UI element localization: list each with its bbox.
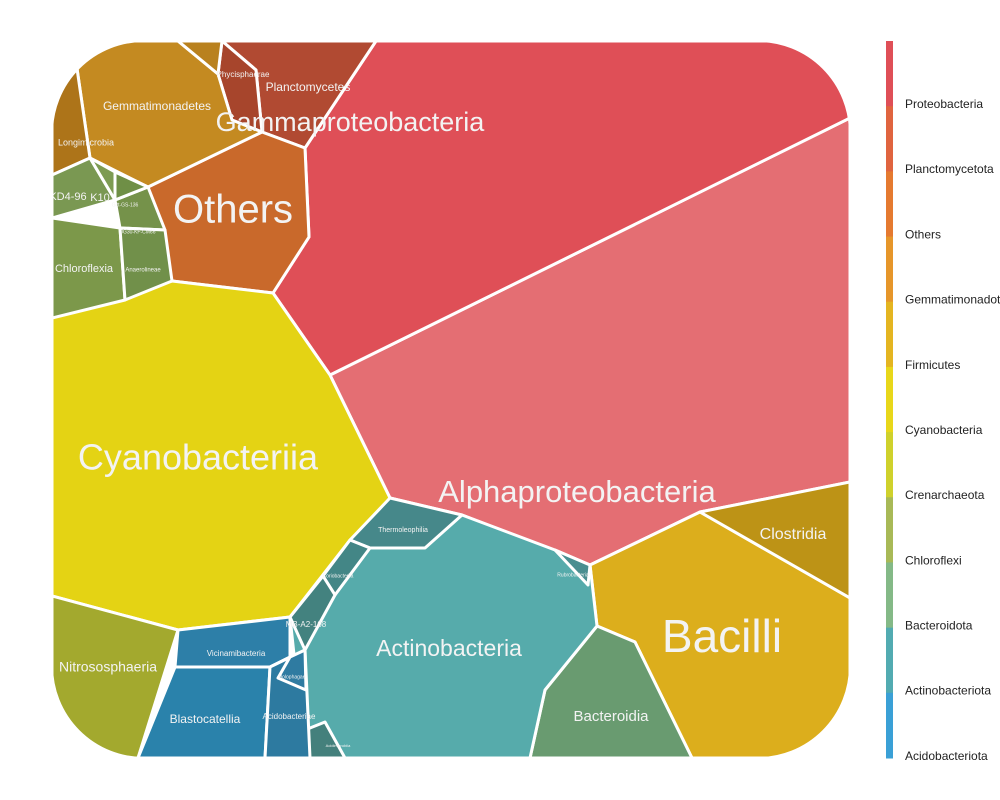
cell-rubrobacteria (553, 548, 592, 587)
cell-label-longimicrobia: Longimicrobia (58, 137, 114, 147)
legend-swatch-bacteroidota (886, 562, 893, 629)
cell-label-bacteroidia: Bacteroidia (573, 708, 649, 725)
cell-label-clostridia: Clostridia (760, 526, 827, 543)
legend-label-bacteroidota: Bacteroidota (905, 619, 973, 633)
legend-label-chloroflexi: Chloroflexi (905, 553, 962, 567)
cell-label-kd4-96: KD4-96 (49, 191, 86, 203)
legend-label-proteobacteria: Proteobacteria (905, 97, 983, 111)
cell-label-planctomycetes: Planctomycetes (266, 80, 351, 94)
cell-label-k10: K10 (90, 192, 110, 204)
cell-label-others: Others (173, 188, 293, 232)
cell-label-actinobacteria: Actinobacteria (376, 635, 522, 661)
treemap-frame (51, 40, 851, 759)
cell-label-rubrobacteria: Rubrobacteria (557, 572, 589, 578)
legend-label-actinobacteriota: Actinobacteriota (905, 684, 991, 698)
legend-swatch-chloroflexi (886, 497, 893, 563)
cell-holophagae (276, 648, 308, 692)
legend-swatch-proteobacteria (886, 41, 893, 107)
cell-gemmatimonadota-minor (176, 41, 224, 76)
legend-swatch-gemmatimonadota (886, 236, 893, 303)
cell-gitt-gs-136 (113, 170, 150, 202)
cell-label-holophagae: Holophagae (279, 674, 306, 680)
cell-label-nitrososphaeria: Nitrososphaeria (59, 659, 157, 675)
legend-swatch-planctomycetota (886, 106, 893, 172)
cell-label-alphaproteobacteria: Alphaproteobacteria (438, 474, 716, 509)
cell-anaerolineae (118, 226, 174, 302)
cell-label-jg30-kf-cm66: JG30-KF-CM66 (120, 229, 155, 235)
cell-label-gammaproteobacteria: Gammaproteobacteria (216, 107, 486, 137)
cell-mb-a2-108 (288, 574, 337, 652)
cell-blastocatellia (136, 665, 272, 758)
cell-label-phycisphaerae: Phycisphaerae (217, 70, 270, 79)
legend-label-planctomycetota: Planctomycetota (905, 162, 994, 176)
cell-label-bacilli: Bacilli (662, 610, 782, 662)
legend-label-crenarchaeota: Crenarchaeota (905, 488, 985, 502)
legend-swatch-firmicutes (886, 301, 893, 368)
legend-swatch-crenarchaeota (886, 432, 893, 498)
legend-swatch-cyanobacteria (886, 366, 893, 433)
legend-swatch-others (886, 171, 893, 238)
treemap-cells (52, 41, 850, 758)
cell-clostridia (698, 480, 850, 600)
cell-label-anaerolineae: Anaerolineae (125, 268, 161, 274)
legend-label-cyanobacteria: Cyanobacteria (905, 423, 983, 437)
legend-label-firmicutes: Firmicutes (905, 358, 960, 372)
legend-label-others: Others (905, 227, 941, 241)
treemap-labels: Alphaproteobacteria Gammaproteobacteria Pl… (49, 70, 827, 748)
cell-nitrososphaeria (52, 594, 180, 758)
cell-label-gemmatimonadetes: Gemmatimonadetes (103, 99, 211, 113)
cell-label-blastocatellia: Blastocatellia (170, 712, 241, 726)
cell-label-vicinamibacteria: Vicinamibacteria (207, 649, 266, 658)
cell-label-acidimicrobiia: Acidimicrobiia (326, 743, 351, 748)
cell-label-gitt-gs-136: Gitt-GS-136 (112, 202, 139, 208)
legend-swatch-actinobacteriota (886, 627, 893, 694)
cell-label-acidobacteriae: Acidobacteriae (263, 712, 316, 721)
cell-label-thermoleophilia: Thermoleophilia (378, 527, 428, 534)
legend: Proteobacteria Planctomycetota Others Gemma… (886, 41, 1000, 763)
legend-swatch-acidobacteriota (886, 692, 893, 759)
cell-label-mb-a2-108: MB-A2-108 (286, 620, 327, 629)
cell-label-cyanobacteriia: Cyanobacteriia (78, 437, 319, 478)
cell-label-coriobacteriia: Coriobacteriia (323, 573, 354, 579)
cell-label-chloroflexia: Chloroflexia (55, 263, 114, 275)
legend-label-acidobacteriota: Acidobacteriota (905, 749, 988, 763)
legend-label-gemmatimonadota: Gemmatimonadota (905, 293, 1000, 307)
